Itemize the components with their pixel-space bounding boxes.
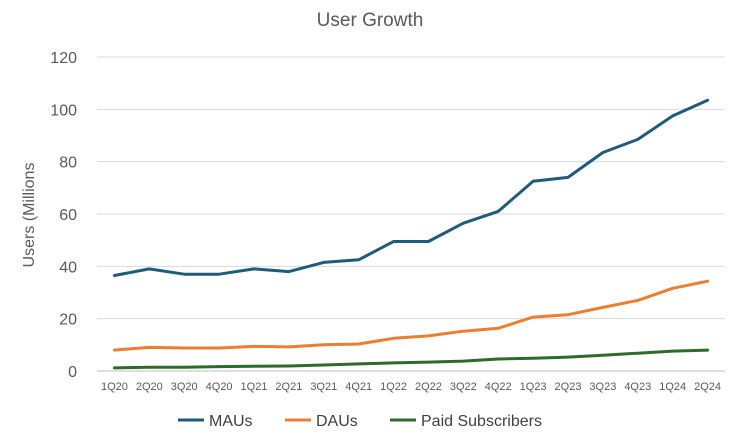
gridlines xyxy=(97,56,725,372)
x-tick-label: 3Q21 xyxy=(310,381,337,393)
x-tick-label: 4Q22 xyxy=(485,381,512,393)
x-tick-label: 4Q20 xyxy=(206,381,233,393)
legend-label-maus: MAUs xyxy=(209,413,253,430)
x-tick-label: 2Q24 xyxy=(694,381,721,393)
y-axis-label: Users (Millions xyxy=(21,163,38,268)
series-line-paid-subscribers xyxy=(112,348,710,370)
x-tick-label: 1Q23 xyxy=(520,381,547,393)
series-line-daus xyxy=(112,279,710,352)
y-tick-label: 80 xyxy=(59,155,77,172)
y-tick-label: 60 xyxy=(59,207,77,224)
chart-title: User Growth xyxy=(317,10,424,31)
series-lines xyxy=(112,98,710,370)
x-tick-label: 3Q22 xyxy=(450,381,477,393)
series-line-maus xyxy=(112,98,710,277)
legend: MAUs DAUs Paid Subscribers xyxy=(178,413,542,430)
y-tick-label: 20 xyxy=(59,312,77,329)
y-axis-ticks: 0 20 40 60 80 100 120 xyxy=(50,50,77,381)
x-tick-label: 1Q24 xyxy=(659,381,686,393)
x-tick-label: 3Q23 xyxy=(589,381,616,393)
y-tick-label: 100 xyxy=(50,102,77,119)
x-tick-label: 1Q20 xyxy=(101,381,128,393)
x-tick-label: 1Q21 xyxy=(241,381,268,393)
x-tick-label: 4Q23 xyxy=(624,381,651,393)
legend-label-daus: DAUs xyxy=(316,413,358,430)
x-tick-label: 2Q22 xyxy=(415,381,442,393)
x-tick-label: 3Q20 xyxy=(171,381,198,393)
x-tick-label: 2Q20 xyxy=(136,381,163,393)
y-tick-label: 120 xyxy=(50,50,77,67)
x-tick-label: 4Q21 xyxy=(345,381,372,393)
x-tick-label: 2Q21 xyxy=(275,381,302,393)
x-axis-ticks: 1Q20 2Q20 3Q20 4Q20 1Q21 2Q21 3Q21 4Q21 1Q22 2Q22… xyxy=(101,381,721,393)
y-tick-label: 0 xyxy=(68,364,77,381)
x-tick-label: 2Q23 xyxy=(555,381,582,393)
legend-label-paid-subscribers: Paid Subscribers xyxy=(421,413,542,430)
y-tick-label: 40 xyxy=(59,259,77,276)
x-tick-label: 1Q22 xyxy=(380,381,407,393)
